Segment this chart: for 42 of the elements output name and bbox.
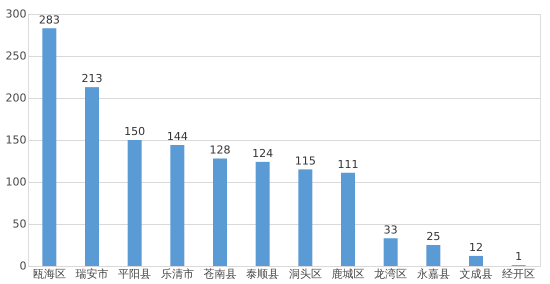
x-tick-label: 乐清市 xyxy=(160,268,194,280)
x-tick-label: 洞头区 xyxy=(288,268,322,280)
x-tick-label: 经开区 xyxy=(502,268,536,280)
x-tick-label: 鹿城区 xyxy=(332,268,364,280)
data-label: 144 xyxy=(166,130,188,144)
data-label: 150 xyxy=(124,125,146,138)
y-tick-label: 200 xyxy=(6,92,26,104)
bar xyxy=(469,256,483,266)
data-label: 33 xyxy=(384,223,398,236)
data-label: 111 xyxy=(338,158,358,171)
bar xyxy=(298,169,312,266)
bar xyxy=(341,172,355,266)
bar xyxy=(384,238,398,266)
x-tick-label: 永嘉县 xyxy=(416,268,450,280)
y-tick-label: 0 xyxy=(20,260,26,272)
y-tick-label: 100 xyxy=(6,176,26,188)
data-label: 213 xyxy=(82,72,102,86)
x-tick-label: 瓯海区 xyxy=(32,268,66,280)
data-label: 128 xyxy=(210,143,230,156)
x-tick-label: 泰顺县 xyxy=(246,268,280,280)
data-label: 12 xyxy=(469,240,483,254)
x-tick-label: 瑞安市 xyxy=(76,268,108,280)
y-tick-label: 250 xyxy=(6,50,26,62)
bar xyxy=(170,145,184,266)
bar xyxy=(213,158,227,266)
bar xyxy=(256,162,270,266)
bar xyxy=(42,28,56,266)
y-tick-label: 300 xyxy=(6,8,26,20)
data-label: 283 xyxy=(38,13,60,26)
x-tick-label: 苍南县 xyxy=(204,268,236,280)
data-label: 25 xyxy=(426,230,440,243)
bar xyxy=(426,245,440,266)
x-tick-label: 平阳县 xyxy=(118,268,152,280)
x-tick-label: 文成县 xyxy=(460,268,492,280)
data-label: 1 xyxy=(515,250,522,264)
data-label: 124 xyxy=(252,146,274,160)
bar xyxy=(85,87,99,266)
y-tick-label: 50 xyxy=(12,218,26,230)
x-tick-label: 龙湾区 xyxy=(374,268,408,280)
y-tick-label: 150 xyxy=(6,134,26,146)
data-label: 115 xyxy=(294,154,316,168)
bar xyxy=(128,140,142,266)
